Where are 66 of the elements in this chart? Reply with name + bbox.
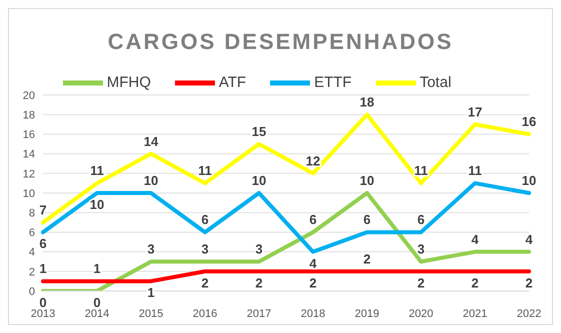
data-label: 3 (147, 242, 155, 257)
data-label: 10 (144, 173, 158, 188)
data-label: 4 (471, 232, 480, 247)
y-tick-label: 4 (28, 246, 35, 259)
y-tick-label: 18 (22, 110, 35, 122)
x-tick-label: 2022 (516, 308, 542, 320)
data-label: 6 (417, 212, 425, 228)
legend-label: ETTF (314, 74, 352, 91)
data-label: 6 (309, 212, 317, 228)
data-label: 10 (252, 173, 266, 188)
y-tick-label: 20 (22, 90, 35, 102)
y-tick-label: 12 (22, 168, 35, 180)
y-tick-label: 16 (22, 129, 35, 142)
data-label: 2 (417, 275, 425, 290)
legend-label: ATF (218, 74, 246, 91)
data-label: 18 (360, 94, 374, 110)
data-label: 6 (363, 212, 371, 228)
data-label: 6 (39, 236, 47, 252)
x-tick-label: 2018 (300, 308, 326, 320)
data-label: 7 (39, 202, 47, 218)
data-label: 10 (360, 173, 374, 188)
data-label: 2 (525, 275, 533, 290)
data-label: 11 (414, 163, 428, 178)
data-label: 16 (522, 114, 536, 130)
x-tick-label: 2016 (192, 308, 218, 320)
x-tick-label: 2014 (84, 308, 110, 320)
x-tick-label: 2015 (138, 308, 164, 320)
data-label: 2 (201, 275, 209, 290)
x-tick-label: 2013 (30, 308, 56, 320)
chart-title: CARGOS DESEMPENHADOS (106, 29, 454, 56)
data-label: 2 (363, 251, 371, 266)
data-label: 3 (255, 242, 263, 257)
y-tick-label: 0 (28, 286, 35, 298)
data-label: 1 (93, 261, 101, 276)
data-label: 3 (417, 242, 425, 257)
x-tick-label: 2019 (354, 308, 380, 320)
x-tick-label: 2021 (462, 308, 488, 320)
data-label: 0 (93, 295, 101, 310)
data-label: 17 (468, 104, 482, 120)
data-label: 12 (306, 153, 320, 168)
data-label: 10 (90, 197, 104, 212)
legend-label: Total (420, 74, 452, 91)
legend-label: MFHQ (106, 74, 151, 91)
y-tick-label: 8 (28, 208, 35, 220)
data-label: 1 (39, 261, 47, 276)
data-label: 15 (252, 124, 266, 139)
data-label: 4 (309, 256, 318, 271)
data-label: 2 (255, 275, 263, 290)
data-label: 6 (201, 212, 209, 228)
y-tick-label: 2 (28, 266, 35, 278)
y-tick-label: 6 (28, 227, 35, 240)
data-label: 11 (198, 163, 212, 178)
data-label: 2 (471, 275, 479, 290)
y-tick-label: 14 (22, 148, 35, 161)
y-tick-label: 10 (22, 188, 35, 200)
data-label: 11 (468, 163, 482, 178)
data-label: 3 (201, 242, 209, 257)
data-label: 14 (144, 134, 159, 149)
data-label: 2 (309, 275, 317, 290)
x-tick-label: 2020 (408, 308, 434, 320)
x-tick-label: 2017 (246, 308, 272, 320)
data-label: 0 (39, 295, 47, 310)
data-label: 1 (147, 285, 155, 300)
data-label: 10 (522, 173, 536, 188)
data-label: 11 (90, 163, 104, 178)
data-label: 4 (525, 232, 534, 247)
